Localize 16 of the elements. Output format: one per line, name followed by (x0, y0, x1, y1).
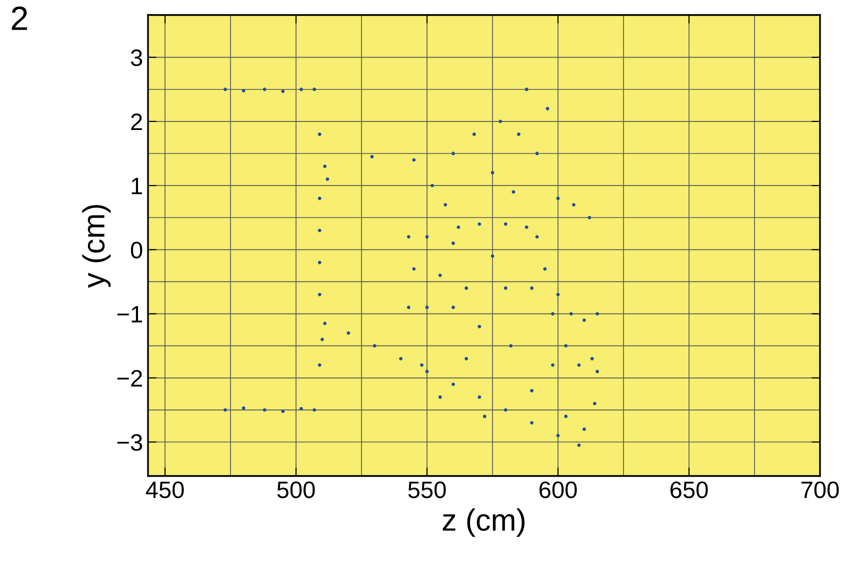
y-tick-label: −2 (117, 370, 142, 386)
y-tick-label: −1 (117, 306, 142, 322)
x-tick-label: 500 (277, 481, 315, 498)
y-tick-label: 1 (132, 178, 142, 194)
text: 2 (12, 6, 28, 30)
y-tick-label: 3 (130, 49, 142, 66)
x-tick-label: 700 (802, 481, 839, 498)
y-axis-title: y (cm) (82, 204, 111, 288)
x-tick-label: 600 (540, 481, 577, 498)
x-tick-label: 550 (408, 481, 446, 498)
x-tick-label: 650 (670, 481, 708, 498)
y-tick-label: 0 (130, 242, 142, 258)
x-tick-label: 450 (146, 481, 184, 498)
x-axis-title: z (cm) (442, 508, 525, 537)
y-tick-label: 2 (131, 114, 142, 130)
y-tick-label: −3 (117, 434, 142, 451)
